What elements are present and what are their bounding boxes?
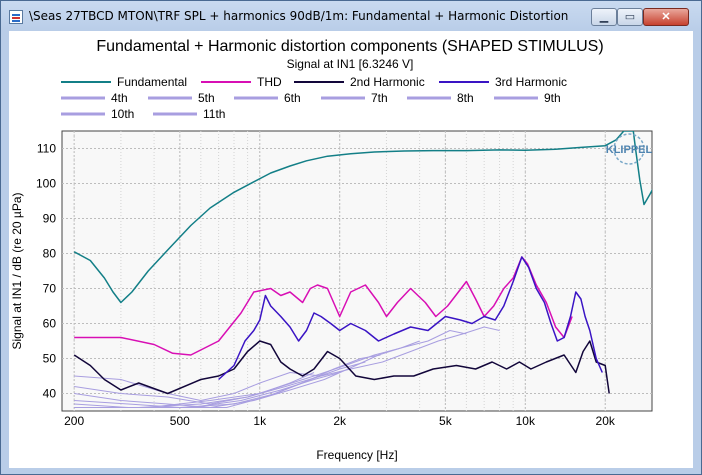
series-line-7th xyxy=(74,354,381,408)
series-line-2nd-harmonic xyxy=(73,340,610,395)
chart: Fundamental + Harmonic distortion compon… xyxy=(10,38,653,462)
y-tick-label: 80 xyxy=(43,247,57,261)
x-tick-label: 5k xyxy=(439,414,453,428)
logo-text: KLIPPEL xyxy=(606,144,653,156)
legend-label: 11th xyxy=(203,107,225,121)
series-line-11th xyxy=(74,372,315,408)
legend-label: 2nd Harmonic xyxy=(350,75,425,89)
x-tick-label: 10k xyxy=(516,414,536,428)
legend-label: 5th xyxy=(198,91,215,105)
series-group xyxy=(73,131,652,408)
app-icon[interactable] xyxy=(9,10,23,24)
x-tick-label: 2k xyxy=(333,414,347,428)
window-title: \Seas 27TBCD MTON\TRF SPL + harmonics 90… xyxy=(29,9,569,23)
y-tick-label: 90 xyxy=(43,212,57,226)
y-tick-label: 110 xyxy=(37,142,56,156)
legend-label: 7th xyxy=(371,91,388,105)
x-axis-label: Frequency [Hz] xyxy=(316,448,397,462)
close-button[interactable]: ✕ xyxy=(643,8,689,26)
legend-label: 4th xyxy=(111,91,128,105)
y-tick-label: 60 xyxy=(43,317,57,331)
legend-label: THD xyxy=(257,75,282,89)
series-line-3rd-harmonic xyxy=(218,256,603,381)
legend-label: 8th xyxy=(457,91,474,105)
title-bar[interactable]: \Seas 27TBCD MTON\TRF SPL + harmonics 90… xyxy=(1,1,701,31)
x-tick-label: 20k xyxy=(596,414,616,428)
axis-ticks: 200 500 1k 2k 5k 10k 20k 40 50 60 70 80 90 100 110 xyxy=(36,142,616,429)
y-tick-label: 70 xyxy=(43,282,57,296)
grid xyxy=(62,131,652,411)
chart-title: Fundamental + Harmonic distortion compon… xyxy=(96,38,603,55)
klippel-logo: KLIPPEL xyxy=(606,133,653,165)
legend-label: Fundamental xyxy=(117,75,187,89)
series-line-fundamental xyxy=(73,131,652,304)
x-tick-label: 1k xyxy=(253,414,267,428)
maximize-button[interactable]: ▭ xyxy=(617,8,643,26)
minimize-button[interactable]: ▁ xyxy=(591,8,617,26)
legend-label: 6th xyxy=(284,91,301,105)
y-tick-label: 40 xyxy=(43,387,57,401)
series-line-6th xyxy=(74,340,420,408)
chart-area: Fundamental + Harmonic distortion compon… xyxy=(9,31,693,468)
series-line-5th xyxy=(74,330,467,405)
y-axis-label: Signal at IN1 / dB (re 20 µPa) xyxy=(10,193,24,350)
legend: Fundamental THD 2nd Harmonic 3rd Harmonic 4t… xyxy=(61,75,567,121)
y-tick-label: 50 xyxy=(43,352,57,366)
legend-label: 10th xyxy=(111,107,134,121)
legend-label: 9th xyxy=(544,91,561,105)
x-tick-label: 200 xyxy=(64,414,84,428)
x-tick-label: 500 xyxy=(170,414,190,428)
y-tick-label: 100 xyxy=(36,177,56,191)
legend-label: 3rd Harmonic xyxy=(495,75,567,89)
plot-area xyxy=(61,130,653,412)
chart-subtitle: Signal at IN1 [6.3246 V] xyxy=(287,57,414,71)
